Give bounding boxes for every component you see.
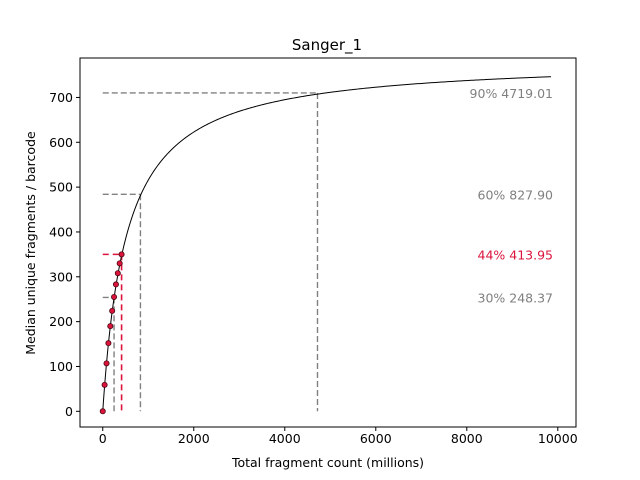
annotation-label-0: 90% 4719.01 [470, 86, 553, 101]
sampled-point [109, 307, 116, 314]
saturation-curve [102, 76, 551, 412]
annotation-label-2: 44% 413.95 [478, 247, 554, 262]
sampled-point [105, 340, 112, 347]
chart-title: Sanger_1 [292, 36, 362, 55]
x-tick-label: 8000 [451, 431, 483, 446]
y-tick-label: 200 [49, 314, 73, 329]
annotation-label-1: 60% 827.90 [478, 187, 554, 202]
y-axis-label: Median unique fragments / barcode [23, 131, 38, 355]
sampled-point [101, 381, 108, 388]
annotation-label-3: 30% 248.37 [478, 290, 554, 305]
x-tick-label: 0 [99, 431, 107, 446]
sampled-point [114, 270, 121, 277]
x-tick-label: 6000 [360, 431, 392, 446]
y-tick-label: 0 [65, 404, 73, 419]
sampled-point [99, 408, 106, 415]
x-tick-label: 4000 [269, 431, 301, 446]
y-tick-label: 700 [49, 90, 73, 105]
y-tick-label: 300 [49, 269, 73, 284]
y-tick-label: 600 [49, 135, 73, 150]
x-axis: 0 2000 4000 6000 8000 10000 [99, 427, 578, 446]
y-tick-label: 100 [49, 359, 73, 374]
axes-frame [79, 57, 577, 428]
y-axis: 0 100 200 300 400 500 600 700 [49, 90, 80, 419]
sampled-point [116, 260, 123, 267]
sampled-point [111, 293, 118, 300]
y-tick-label: 400 [49, 224, 73, 239]
x-tick-label: 2000 [178, 431, 210, 446]
sampled-point [107, 323, 114, 330]
sampled-point [118, 251, 125, 258]
y-tick-label: 500 [49, 180, 73, 195]
x-axis-label: Total fragment count (millions) [231, 455, 424, 470]
sampled-point [103, 360, 110, 367]
sampled-point [112, 281, 119, 288]
plot-area: 90% 4719.01 60% 827.90 44% 413.95 30% 248.3… [99, 76, 554, 415]
x-tick-label: 10000 [538, 431, 578, 446]
